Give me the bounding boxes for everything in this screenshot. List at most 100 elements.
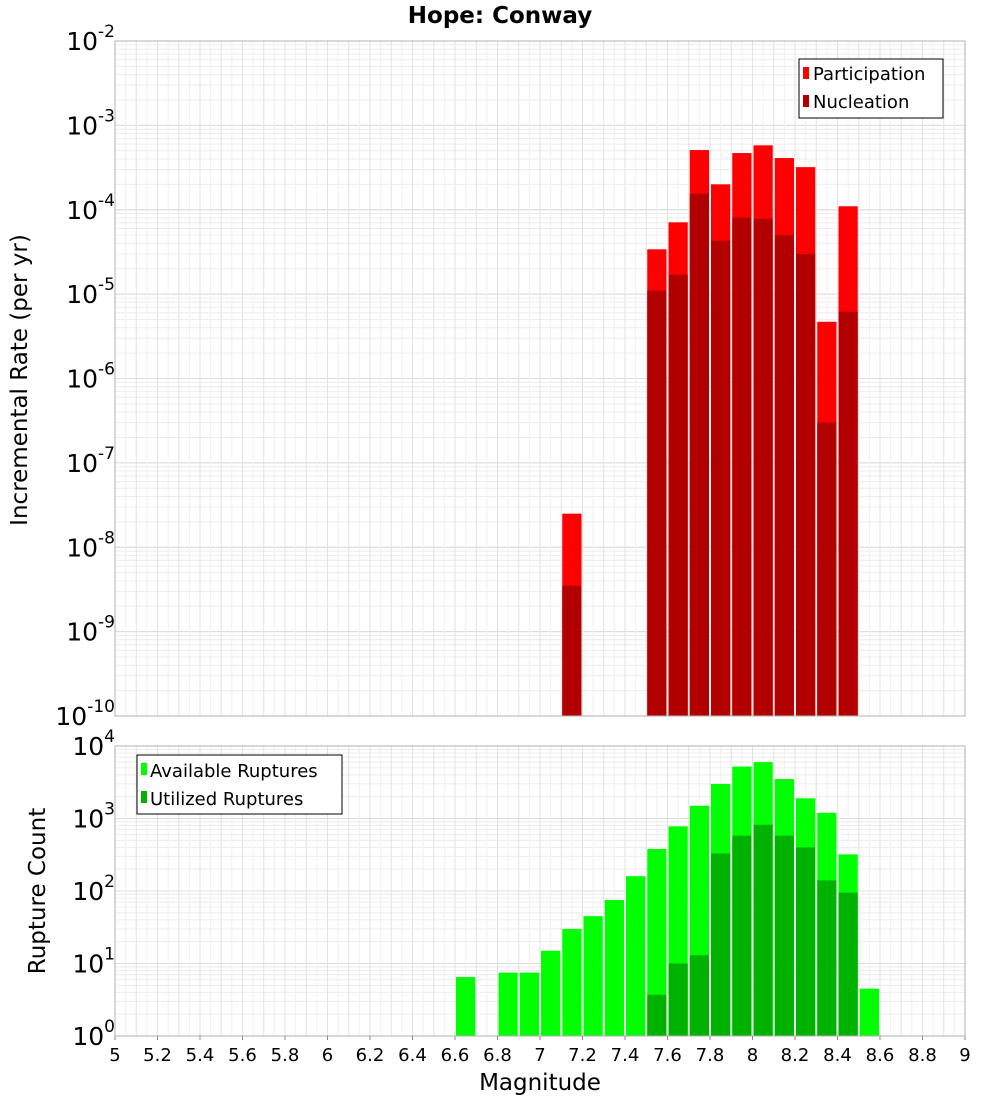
count-bar-utilized-ruptures bbox=[668, 963, 688, 1036]
count-bar-utilized-ruptures bbox=[796, 847, 816, 1036]
y-tick-exponent: 1 bbox=[104, 945, 115, 965]
y-tick-exponent: -4 bbox=[98, 191, 115, 211]
rate-y-ticks: 10-210-310-410-510-610-710-810-910-10 bbox=[55, 22, 115, 731]
y-tick-exponent: -2 bbox=[98, 22, 115, 42]
count-y-tick-label: 102 bbox=[72, 872, 115, 906]
count-y-tick-label: 101 bbox=[72, 945, 115, 979]
y-tick-base: 10 bbox=[66, 27, 98, 56]
x-tick-label: 5 bbox=[109, 1045, 120, 1066]
rate-y-tick-label: 10-10 bbox=[55, 697, 115, 731]
rate-y-tick-label: 10-6 bbox=[66, 360, 115, 394]
utilized-legend-label: Utilized Ruptures bbox=[150, 789, 303, 810]
rate-bar-nucleation bbox=[796, 253, 816, 716]
x-tick-label: 5.4 bbox=[186, 1045, 215, 1066]
count-bar-available-ruptures bbox=[562, 928, 582, 1036]
rate-bar-nucleation bbox=[689, 193, 709, 716]
count-bar-utilized-ruptures bbox=[774, 835, 794, 1036]
utilized-legend-swatch bbox=[141, 791, 147, 803]
magnitude-x-axis-label: Magnitude bbox=[479, 1070, 601, 1096]
x-tick-label: 6 bbox=[322, 1045, 333, 1066]
y-tick-exponent: 4 bbox=[104, 727, 115, 747]
x-tick-label: 8.2 bbox=[781, 1045, 810, 1066]
y-tick-exponent: 0 bbox=[104, 1017, 115, 1037]
y-tick-base: 10 bbox=[66, 111, 98, 140]
y-tick-exponent: -3 bbox=[98, 106, 115, 126]
y-tick-exponent: 2 bbox=[104, 872, 115, 892]
count-bar-utilized-ruptures bbox=[817, 880, 837, 1036]
y-tick-exponent: -10 bbox=[87, 697, 115, 717]
x-tick-label: 7.4 bbox=[611, 1045, 640, 1066]
y-tick-base: 10 bbox=[66, 618, 98, 647]
count-legend: Available Ruptures Utilized Ruptures bbox=[136, 754, 343, 815]
x-tick-label: 6.2 bbox=[356, 1045, 385, 1066]
available-legend-swatch bbox=[141, 763, 147, 775]
count-bar-available-ruptures bbox=[541, 950, 561, 1036]
x-tick-label: 8 bbox=[747, 1045, 758, 1066]
y-tick-base: 10 bbox=[72, 732, 104, 761]
x-tick-label: 7.2 bbox=[568, 1045, 597, 1066]
rate-plot-border bbox=[114, 40, 966, 717]
x-tick-label: 7.6 bbox=[653, 1045, 682, 1066]
y-tick-base: 10 bbox=[66, 196, 98, 225]
y-tick-base: 10 bbox=[66, 533, 98, 562]
count-bar-available-ruptures bbox=[859, 988, 879, 1036]
y-tick-exponent: -5 bbox=[98, 275, 115, 295]
rate-y-tick-label: 10-7 bbox=[66, 444, 115, 478]
x-tick-label: 8.8 bbox=[908, 1045, 937, 1066]
rate-bar-nucleation bbox=[647, 290, 667, 716]
rate-legend: Participation Nucleation bbox=[798, 58, 944, 119]
rate-y-axis-label: Incremental Rate (per yr) bbox=[7, 234, 33, 526]
y-tick-base: 10 bbox=[66, 280, 98, 309]
participation-legend-label: Participation bbox=[813, 64, 925, 85]
rate-bar-nucleation bbox=[753, 218, 773, 716]
participation-legend-swatch bbox=[803, 67, 809, 79]
rate-gridlines bbox=[114, 40, 966, 717]
y-tick-base: 10 bbox=[72, 877, 104, 906]
x-tick-label: 6.8 bbox=[483, 1045, 512, 1066]
rate-y-tick-label: 10-9 bbox=[66, 613, 115, 647]
x-tick-label: 7 bbox=[534, 1045, 545, 1066]
x-tick-label: 8.4 bbox=[823, 1045, 852, 1066]
count-bar-available-ruptures bbox=[456, 977, 476, 1036]
y-tick-base: 10 bbox=[66, 365, 98, 394]
rate-bar-nucleation bbox=[774, 235, 794, 716]
rate-bar-nucleation bbox=[668, 274, 688, 716]
y-tick-base: 10 bbox=[72, 1022, 104, 1051]
nucleation-legend-swatch bbox=[803, 95, 809, 107]
y-tick-base: 10 bbox=[66, 449, 98, 478]
rate-bar-nucleation bbox=[732, 217, 752, 717]
count-bar-utilized-ruptures bbox=[753, 824, 773, 1036]
rate-legend-box bbox=[798, 58, 944, 119]
count-y-tick-label: 100 bbox=[72, 1017, 115, 1051]
count-y-axis-label: Rupture Count bbox=[25, 808, 51, 974]
count-bar-available-ruptures bbox=[498, 972, 518, 1036]
count-legend-box bbox=[136, 754, 343, 815]
rate-y-tick-label: 10-2 bbox=[66, 22, 115, 56]
rate-y-tick-label: 10-3 bbox=[66, 106, 115, 140]
y-tick-exponent: -7 bbox=[98, 444, 115, 464]
nucleation-legend-label: Nucleation bbox=[813, 92, 909, 113]
count-bars bbox=[456, 762, 879, 1036]
count-bar-available-ruptures bbox=[583, 916, 603, 1036]
magnitude-x-ticks: 5 5.2 5.4 5.6 5.8 6 6.2 6.4 6.6 6.8 7 7.2 7.4 7.6 7.8 8… bbox=[109, 1036, 971, 1066]
x-tick-label: 5.8 bbox=[271, 1045, 300, 1066]
rate-y-tick-label: 10-5 bbox=[66, 275, 115, 309]
y-tick-base: 10 bbox=[72, 950, 104, 979]
x-tick-label: 5.6 bbox=[228, 1045, 257, 1066]
x-tick-label: 6.6 bbox=[441, 1045, 470, 1066]
rate-bar-nucleation bbox=[562, 585, 582, 716]
rate-bars bbox=[562, 145, 858, 717]
rate-bar-nucleation bbox=[817, 422, 837, 716]
y-tick-base: 10 bbox=[55, 702, 87, 731]
y-tick-exponent: -8 bbox=[98, 528, 115, 548]
x-tick-label: 9 bbox=[959, 1045, 970, 1066]
count-bar-utilized-ruptures bbox=[711, 853, 731, 1036]
count-bar-available-ruptures bbox=[626, 876, 646, 1036]
rate-panel: Hope: Conway 10-210-310-410-510-610-710-… bbox=[7, 3, 966, 731]
rate-bar-nucleation bbox=[711, 240, 731, 717]
count-bar-utilized-ruptures bbox=[647, 994, 667, 1036]
x-tick-label: 5.2 bbox=[143, 1045, 172, 1066]
